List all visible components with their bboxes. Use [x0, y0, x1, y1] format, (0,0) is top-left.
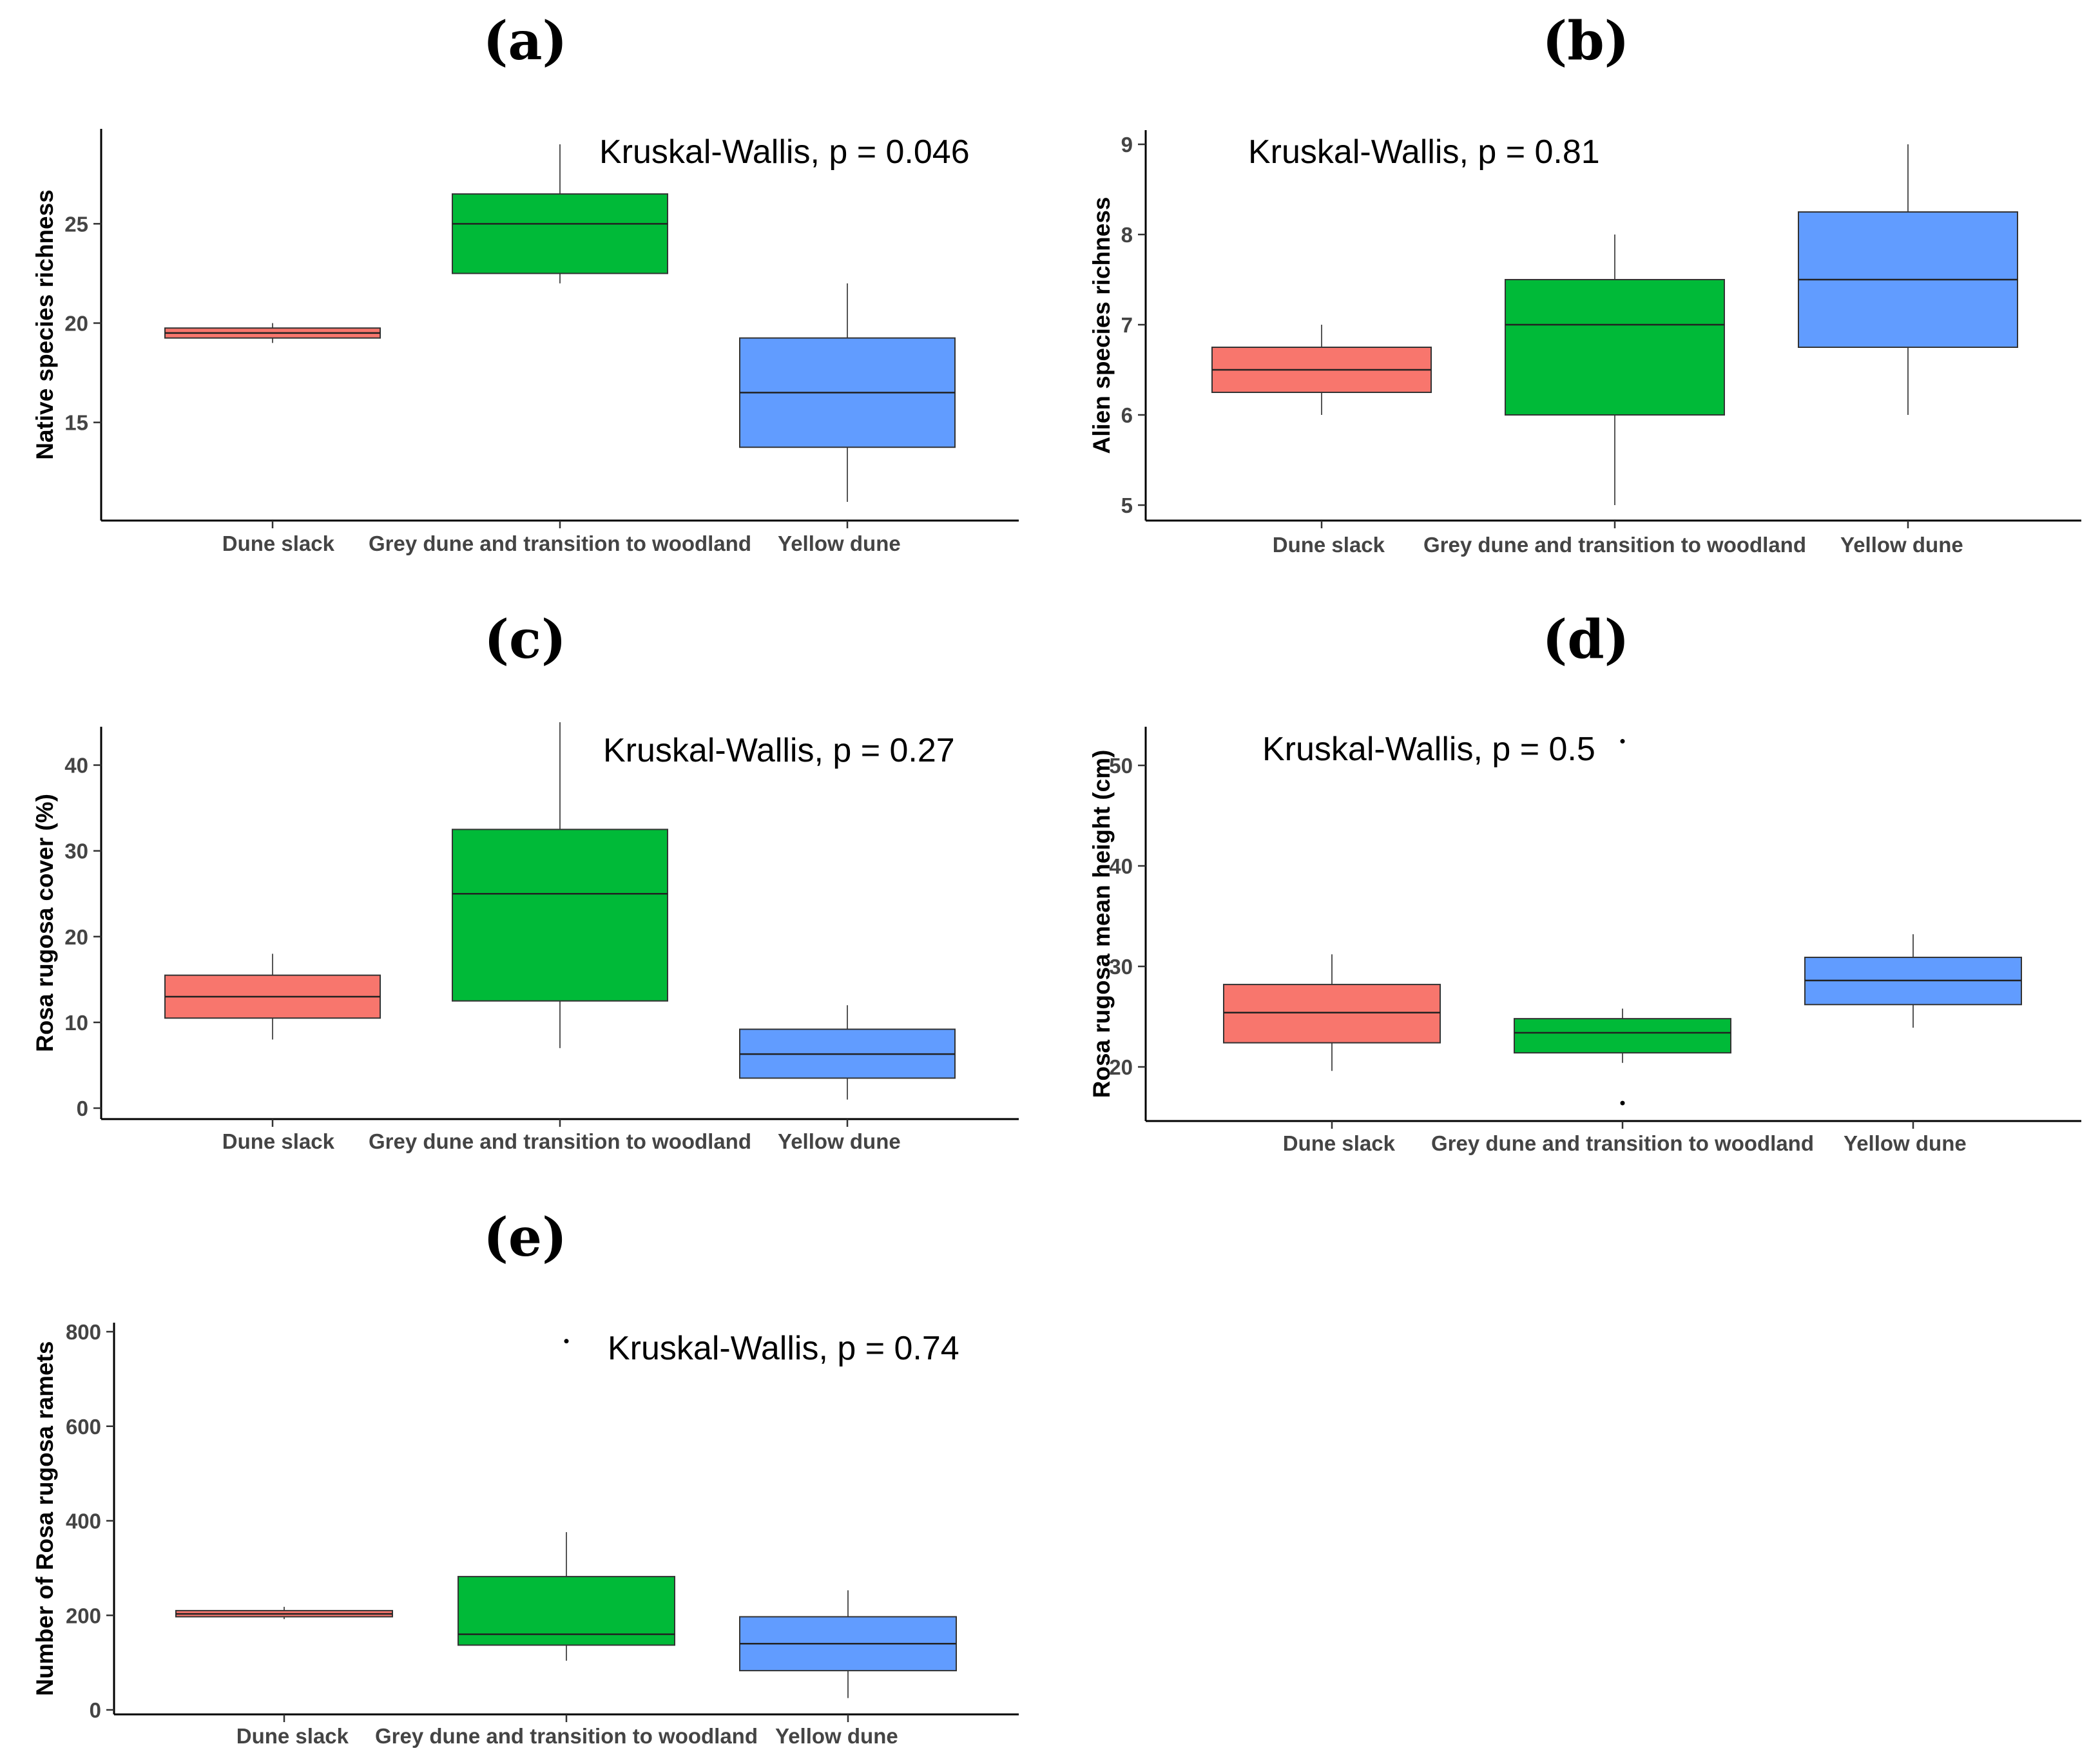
- panel-letter: (d): [1543, 609, 1630, 671]
- box-1: [1223, 954, 1441, 1071]
- outlier-point: [564, 1339, 569, 1344]
- iqr-box: [452, 193, 668, 274]
- x-tick-label: Yellow dune: [778, 1129, 901, 1153]
- y-axis-title: Number of Rosa rugosa ramets: [32, 1341, 58, 1696]
- x-tick-label: Yellow dune: [778, 532, 901, 555]
- x-tick-label: Dune slack: [1283, 1131, 1396, 1155]
- x-tick-label: Grey dune and transition to woodland: [375, 1724, 758, 1748]
- y-tick-label: 800: [66, 1320, 101, 1344]
- chart-panel-4: (d) 20 30 40 50 Dune slack Grey dune and trans…: [1088, 609, 2081, 1155]
- x-tick-label: Dune slack: [222, 532, 335, 555]
- y-tick-label: 30: [64, 839, 88, 863]
- iqr-box: [1223, 984, 1441, 1044]
- box-3: [1798, 144, 2018, 415]
- panel-letter: (e): [483, 1207, 567, 1269]
- panel-letter: (a): [483, 10, 568, 72]
- box-3: [739, 1590, 957, 1698]
- chart-panel-2: (b) 5 6 7 8 9 Dune slack Grey dune and transiti…: [1088, 10, 2081, 557]
- outlier-point: [1620, 739, 1625, 744]
- y-tick-label: 50: [1109, 754, 1133, 778]
- x-tick-label: Yellow dune: [775, 1724, 898, 1748]
- y-tick-label: 6: [1121, 403, 1133, 427]
- x-tick-label: Grey dune and transition to woodland: [1423, 533, 1806, 557]
- panel-letter: (c): [484, 609, 566, 671]
- y-axis-title: Native species richness: [32, 189, 58, 460]
- iqr-box: [452, 829, 668, 1002]
- y-tick-label: 200: [66, 1604, 101, 1627]
- y-axis-title: Rosa rugosa mean height (cm): [1088, 750, 1115, 1098]
- panel-letter: (b): [1543, 10, 1630, 72]
- iqr-box: [1505, 279, 1725, 416]
- y-tick-label: 40: [64, 754, 88, 778]
- chart-panel-3: (c) 0 10 20 30 40 Dune slack Grey dune and tran…: [32, 609, 1019, 1153]
- y-tick-label: 8: [1121, 223, 1133, 247]
- y-tick-label: 5: [1121, 494, 1133, 517]
- y-tick-label: 15: [64, 411, 88, 435]
- y-tick-label: 40: [1109, 854, 1133, 878]
- x-tick-label: Dune slack: [222, 1129, 335, 1153]
- y-tick-label: 7: [1121, 313, 1133, 337]
- y-tick-label: 25: [64, 212, 88, 236]
- box-3: [1804, 934, 2022, 1028]
- box-1: [1211, 325, 1432, 415]
- y-tick-label: 400: [66, 1510, 101, 1533]
- y-tick-label: 9: [1121, 133, 1133, 157]
- chart-panel-1: (a) 15 20 25 Dune slack Grey dune and transit…: [32, 10, 1019, 555]
- x-tick-label: Grey dune and transition to woodland: [369, 1129, 751, 1153]
- y-axis-title: Rosa rugosa cover (%): [32, 794, 58, 1052]
- x-tick-label: Dune slack: [236, 1724, 349, 1748]
- x-tick-label: Grey dune and transition to woodland: [1431, 1131, 1814, 1155]
- chart-panel-5: (e) 0 200 400 600 800 Dune slack Grey dune and …: [32, 1207, 1019, 1748]
- x-tick-label: Yellow dune: [1844, 1131, 1967, 1155]
- box-2: [452, 144, 668, 283]
- box-2: [1514, 739, 1731, 1106]
- y-axis-title: Alien species richness: [1088, 197, 1115, 454]
- kruskal-wallis-annotation: Kruskal-Wallis, p = 0.27: [603, 732, 955, 769]
- kruskal-wallis-annotation: Kruskal-Wallis, p = 0.74: [608, 1330, 959, 1367]
- box-1: [164, 954, 381, 1040]
- y-tick-label: 0: [77, 1097, 88, 1120]
- box-2: [458, 1339, 675, 1661]
- x-tick-label: Yellow dune: [1840, 533, 1963, 557]
- kruskal-wallis-annotation: Kruskal-Wallis, p = 0.5: [1262, 731, 1595, 768]
- box-1: [175, 1607, 393, 1620]
- box-2: [1505, 235, 1725, 505]
- box-3: [739, 1005, 956, 1100]
- kruskal-wallis-annotation: Kruskal-Wallis, p = 0.81: [1248, 133, 1600, 171]
- x-tick-label: Grey dune and transition to woodland: [369, 532, 751, 555]
- box-2: [452, 722, 668, 1048]
- x-tick-label: Dune slack: [1273, 533, 1385, 557]
- y-tick-label: 20: [64, 925, 88, 949]
- y-tick-label: 20: [64, 312, 88, 336]
- box-1: [164, 323, 381, 343]
- y-tick-label: 30: [1109, 955, 1133, 979]
- y-tick-label: 600: [66, 1415, 101, 1439]
- y-tick-label: 10: [64, 1011, 88, 1035]
- kruskal-wallis-annotation: Kruskal-Wallis, p = 0.046: [599, 133, 970, 171]
- y-tick-label: 0: [90, 1698, 101, 1722]
- outlier-point: [1620, 1100, 1625, 1106]
- y-tick-label: 20: [1109, 1055, 1133, 1079]
- box-3: [739, 283, 956, 502]
- iqr-box: [1514, 1018, 1731, 1054]
